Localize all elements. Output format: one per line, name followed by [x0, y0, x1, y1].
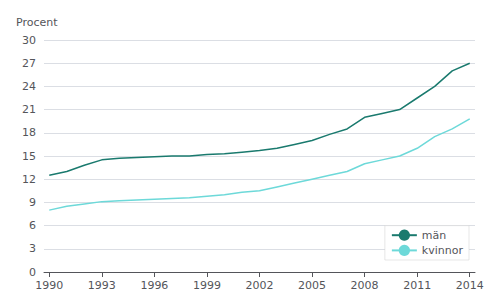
svg-text:1993: 1993: [88, 279, 116, 292]
svg-text:0: 0: [29, 266, 36, 279]
svg-text:9: 9: [29, 196, 36, 209]
svg-text:3: 3: [29, 242, 36, 255]
svg-text:2005: 2005: [298, 279, 326, 292]
svg-text:21: 21: [22, 103, 36, 116]
svg-text:Procent: Procent: [16, 16, 58, 29]
svg-text:30: 30: [22, 34, 36, 47]
svg-text:15: 15: [22, 150, 36, 163]
svg-text:2014: 2014: [456, 279, 484, 292]
svg-text:kvinnor: kvinnor: [422, 244, 464, 257]
svg-text:1999: 1999: [193, 279, 221, 292]
svg-text:2011: 2011: [403, 279, 431, 292]
svg-text:män: män: [422, 229, 446, 242]
svg-text:1990: 1990: [35, 279, 63, 292]
svg-text:2008: 2008: [351, 279, 379, 292]
svg-text:6: 6: [29, 219, 36, 232]
svg-text:18: 18: [22, 126, 36, 139]
svg-text:12: 12: [22, 173, 36, 186]
svg-text:27: 27: [22, 57, 36, 70]
svg-text:24: 24: [22, 80, 36, 93]
svg-text:1996: 1996: [140, 279, 168, 292]
svg-text:2002: 2002: [246, 279, 274, 292]
